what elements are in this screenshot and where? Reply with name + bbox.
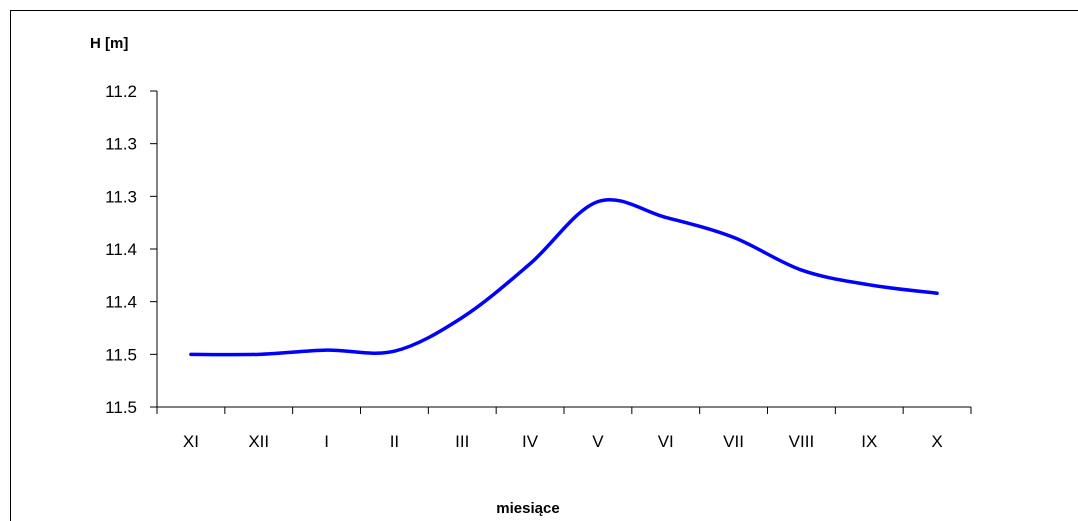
x-tick-label: I bbox=[324, 432, 329, 451]
series-line bbox=[189, 198, 939, 357]
x-tick-label: VIII bbox=[789, 432, 815, 451]
y-tick-label: 11.2 bbox=[105, 82, 137, 101]
y-tick-label: 11.3 bbox=[105, 135, 137, 154]
x-tick-label: III bbox=[455, 432, 469, 451]
y-tick-label: 11.3 bbox=[105, 187, 137, 206]
y-tick-label: 11.4 bbox=[105, 240, 137, 259]
x-tick-label: XI bbox=[183, 432, 199, 451]
x-tick-label: VII bbox=[723, 432, 744, 451]
x-tick-label: VI bbox=[658, 432, 674, 451]
x-tick-label: IV bbox=[522, 432, 539, 451]
x-axis-title: miesiące bbox=[496, 500, 559, 517]
y-axis-title: H [m] bbox=[90, 35, 128, 52]
x-tick-label: IX bbox=[861, 432, 877, 451]
x-tick-label: XII bbox=[248, 432, 269, 451]
chart-frame bbox=[10, 10, 1078, 521]
x-tick-label: II bbox=[390, 432, 399, 451]
x-tick-label: X bbox=[931, 432, 942, 451]
y-tick-label: 11.4 bbox=[105, 293, 137, 312]
x-tick-label: V bbox=[592, 432, 604, 451]
y-tick-label: 11.5 bbox=[105, 398, 137, 417]
y-tick-label: 11.5 bbox=[105, 345, 137, 364]
